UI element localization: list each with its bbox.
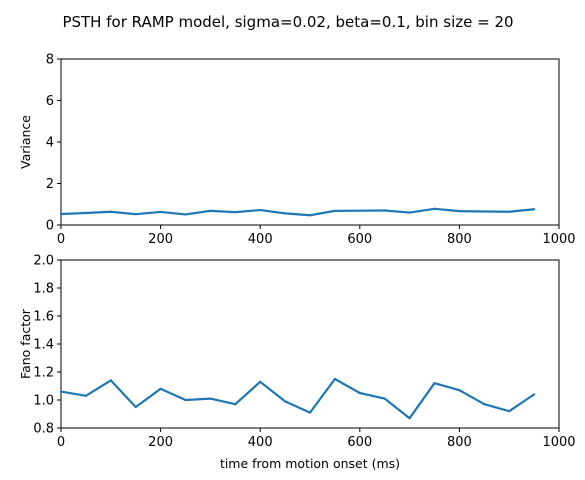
- variance-data-point: [109, 210, 112, 213]
- variance-data-point: [508, 210, 511, 213]
- fano-factor-data-point: [483, 403, 486, 406]
- fano-factor-data-point: [458, 389, 461, 392]
- variance-data-point: [259, 208, 262, 212]
- variance-data-point: [184, 213, 187, 216]
- fano-factor-y-tick-label: 0.8: [33, 422, 54, 437]
- fano-factor-axes-frame: [60, 259, 560, 429]
- variance-data-point: [159, 210, 162, 214]
- fano-factor-data-point: [383, 397, 386, 400]
- variance-data-point: [433, 207, 436, 210]
- fano-factor-data-point: [84, 394, 87, 397]
- variance-y-tick-label: 6: [46, 94, 54, 109]
- variance-panel: 0 200 400 600 800 1000 0 2 4 6 8 Variance: [18, 53, 576, 248]
- variance-data-point: [358, 209, 361, 212]
- fano-factor-data-point: [333, 377, 336, 381]
- variance-axes-frame: [60, 58, 560, 226]
- variance-x-tick-label: 600: [347, 232, 372, 247]
- variance-series-line: [60, 207, 535, 217]
- variance-data-point: [383, 209, 386, 212]
- variance-data-point: [59, 212, 63, 216]
- variance-x-tick-label: 400: [248, 232, 273, 247]
- fano-factor-y-axis-label: Fano factor: [18, 308, 33, 379]
- fano-factor-data-point: [284, 400, 287, 403]
- fano-factor-x-axis-label: time from motion onset (ms): [220, 456, 400, 471]
- variance-data-point: [84, 211, 87, 215]
- variance-data-point: [234, 211, 237, 214]
- fano-factor-x-tick-label: 200: [148, 435, 173, 450]
- fano-factor-data-point: [59, 390, 63, 393]
- fano-factor-x-tick-label: 600: [347, 435, 372, 450]
- variance-data-point: [209, 209, 212, 212]
- variance-y-tick-label: 0: [46, 219, 54, 234]
- fano-factor-y-tick-label: 1.0: [33, 394, 54, 409]
- fano-factor-data-point: [234, 403, 237, 406]
- fano-factor-y-tick-label: 1.2: [33, 366, 54, 381]
- fano-factor-data-point: [159, 387, 162, 390]
- variance-data-point: [284, 212, 287, 215]
- variance-data-point: [134, 213, 137, 216]
- fano-factor-x-tick-label: 0: [57, 435, 65, 450]
- fano-factor-data-point: [358, 391, 361, 395]
- fano-factor-y-tick-label: 1.4: [33, 338, 54, 353]
- variance-x-tick-label: 0: [57, 232, 65, 247]
- fano-factor-data-point: [508, 410, 511, 413]
- fano-factor-data-point: [184, 398, 187, 402]
- variance-y-axis-label: Variance: [18, 115, 33, 169]
- fano-factor-data-point: [109, 379, 112, 382]
- variance-data-point: [533, 208, 536, 211]
- fano-factor-data-point: [308, 411, 312, 414]
- variance-y-tick-label: 4: [46, 136, 54, 151]
- fano-factor-y-tick-label: 2.0: [33, 254, 54, 269]
- fano-factor-series-line: [60, 377, 535, 420]
- fano-factor-panel: 0 200 400 600 800 1000 0.8 1.0 1.2 1.4 1.6 1.8 2.0 Fa…: [18, 254, 576, 472]
- variance-x-tick-label: 200: [148, 232, 173, 247]
- variance-y-tick-label: 2: [46, 177, 54, 192]
- variance-data-point: [408, 211, 411, 214]
- fano-factor-data-point: [533, 393, 536, 396]
- fano-factor-x-tick-label: 400: [248, 435, 273, 450]
- variance-x-tick-label: 1000: [542, 232, 575, 247]
- fano-factor-y-tick-label: 1.8: [33, 282, 54, 297]
- variance-data-point: [458, 210, 461, 213]
- variance-data-point: [333, 209, 336, 212]
- fano-factor-data-point: [433, 382, 436, 385]
- fano-factor-x-tick-label: 800: [447, 435, 472, 450]
- fano-factor-data-point: [259, 380, 262, 383]
- fano-factor-data-point: [408, 417, 411, 420]
- variance-x-tick-label: 800: [447, 232, 472, 247]
- variance-data-point: [308, 214, 312, 217]
- fano-factor-y-tick-label: 1.6: [33, 310, 54, 325]
- figure-title: PSTH for RAMP model, sigma=0.02, beta=0.…: [62, 13, 513, 31]
- fano-factor-x-tick-label: 1000: [542, 435, 575, 450]
- variance-y-tick-label: 8: [46, 53, 54, 68]
- fano-factor-data-point: [134, 405, 137, 409]
- variance-data-point: [483, 210, 486, 213]
- fano-factor-data-point: [209, 397, 212, 400]
